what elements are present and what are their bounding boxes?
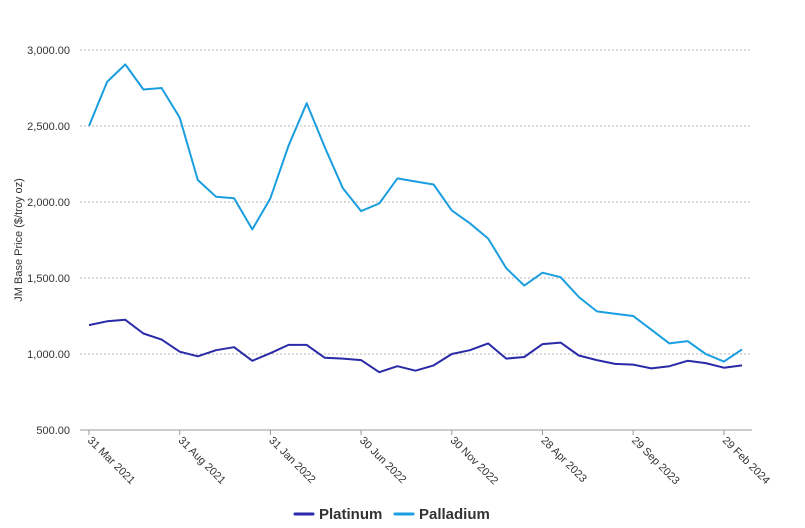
- y-tick-labels: 500.00 1,000.00 1,500.00 2,000.00 2,500.00 3,…: [27, 45, 70, 437]
- x-tick-label: 30 Jun 2022: [357, 435, 408, 486]
- x-tick-label: 31 Aug 2021: [176, 435, 228, 487]
- y-tick-label: 2,500.00: [27, 121, 70, 133]
- y-tick-label: 1,500.00: [27, 273, 70, 285]
- legend-label: Platinum: [319, 506, 382, 523]
- x-tick-label: 28 Apr 2023: [538, 435, 588, 485]
- gridlines: [80, 49, 752, 355]
- x-tick-label: 29 Sep 2023: [629, 435, 682, 488]
- axes: JM Base Price ($/troy oz): [13, 178, 752, 431]
- x-tick-label: 31 Mar 2021: [85, 435, 137, 487]
- legend[interactable]: Platinum Palladium: [293, 506, 490, 523]
- y-axis-title: JM Base Price ($/troy oz): [13, 178, 25, 301]
- x-tick-labels: 31 Mar 2021 31 Aug 2021 31 Jan 2022 30 Jun …: [85, 430, 772, 487]
- series: [88, 63, 743, 374]
- y-tick-label: 1,000.00: [27, 349, 70, 361]
- x-tick-label: 29 Feb 2024: [720, 435, 772, 487]
- legend-label: Palladium: [419, 506, 490, 523]
- y-tick-label: 3,000.00: [27, 45, 70, 57]
- y-tick-label: 500.00: [36, 425, 70, 437]
- y-tick-label: 2,000.00: [27, 197, 70, 209]
- series-line-platinum[interactable]: [88, 318, 743, 374]
- x-tick-label: 31 Jan 2022: [266, 435, 317, 486]
- x-tick-label: 30 Nov 2022: [448, 435, 501, 488]
- legend-item-platinum[interactable]: Platinum: [293, 506, 382, 523]
- series-line-palladium[interactable]: [88, 63, 743, 363]
- legend-item-palladium[interactable]: Palladium: [393, 506, 490, 523]
